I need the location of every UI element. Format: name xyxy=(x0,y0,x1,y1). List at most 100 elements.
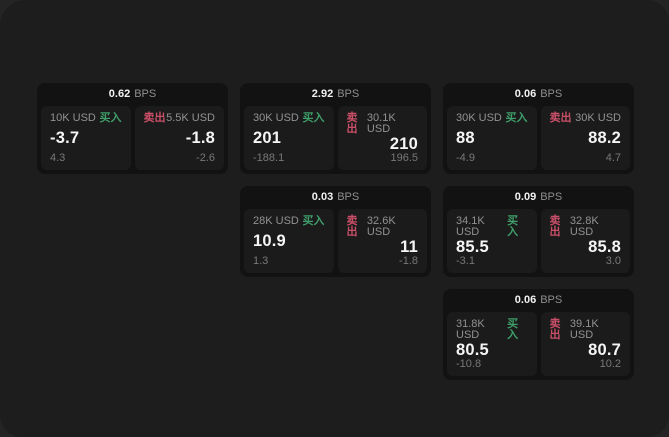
sell-panel-top: 卖出 30.1K USD xyxy=(347,113,419,135)
sell-sub-value: -2.6 xyxy=(196,152,215,164)
buy-panel[interactable]: 31.8K USD 买入 80.5 -10.8 xyxy=(447,312,537,376)
sell-panel[interactable]: 卖出 30K USD 88.2 4.7 xyxy=(540,106,630,170)
sell-size-label: 32.8K USD xyxy=(569,215,599,238)
buy-sub-value: -10.8 xyxy=(456,358,482,370)
bps-value: 0.03 xyxy=(311,191,334,203)
sell-side-label: 卖出 xyxy=(549,318,561,341)
quote-tile-body: 30K USD 买入 88 -4.9 卖出 30K USD 88.2 4.7 xyxy=(443,106,634,174)
buy-sub-value: -4.9 xyxy=(456,152,475,164)
buy-price-value: 85.5 xyxy=(456,237,489,256)
sell-size-label: 30K USD xyxy=(575,112,621,124)
quote-tile-3: 0.06 BPS 30K USD 买入 88 -4.9 卖出 30K USD 8… xyxy=(443,83,634,174)
buy-panel[interactable]: 28K USD 买入 10.9 1.3 xyxy=(244,209,334,273)
bps-value: 0.06 xyxy=(514,88,537,100)
buy-side-label: 买入 xyxy=(505,112,528,124)
bps-header: 2.92 BPS xyxy=(240,83,431,106)
buy-panel-top: 30K USD 买入 xyxy=(456,113,528,124)
sell-side-label: 卖出 xyxy=(549,215,561,238)
sell-sub-value: 4.7 xyxy=(605,152,621,164)
buy-side-label: 买入 xyxy=(302,112,325,124)
buy-sub-value: 1.3 xyxy=(253,255,269,267)
sell-panel-top: 卖出 5.5K USD xyxy=(144,113,216,124)
bps-unit-label: BPS xyxy=(540,88,563,100)
buy-panel-top: 30K USD 买入 xyxy=(253,113,325,124)
bps-unit-label: BPS xyxy=(337,191,360,203)
quote-tile-body: 28K USD 买入 10.9 1.3 卖出 32.6K USD 11 -1.8 xyxy=(240,209,431,277)
buy-price-value: 80.5 xyxy=(456,340,489,359)
buy-price-value: -3.7 xyxy=(50,129,80,148)
sell-side-label: 卖出 xyxy=(549,112,572,124)
bps-value: 0.62 xyxy=(108,88,131,100)
buy-panel-top: 34.1K USD 买入 xyxy=(456,216,528,238)
sell-price-value: 80.7 xyxy=(588,340,621,359)
sell-sub-value: 196.5 xyxy=(390,152,418,164)
quote-tile-2: 2.92 BPS 30K USD 买入 201 -188.1 卖出 30.1K … xyxy=(240,83,431,174)
bps-header: 0.06 BPS xyxy=(443,289,634,312)
buy-side-label: 买入 xyxy=(99,112,122,124)
buy-panel[interactable]: 34.1K USD 买入 85.5 -3.1 xyxy=(447,209,537,273)
sell-sub-value: -1.8 xyxy=(399,255,418,267)
buy-price-value: 10.9 xyxy=(253,232,286,251)
quote-tile-4: 0.03 BPS 28K USD 买入 10.9 1.3 卖出 32.6K US… xyxy=(240,186,431,277)
bps-header: 0.62 BPS xyxy=(37,83,228,106)
buy-size-label: 28K USD xyxy=(253,215,299,227)
buy-sub-value: 4.3 xyxy=(50,152,66,164)
buy-side-label: 买入 xyxy=(302,215,325,227)
buy-panel[interactable]: 10K USD 买入 -3.7 4.3 xyxy=(41,106,131,170)
sell-sub-value: 10.2 xyxy=(599,358,621,370)
sell-size-label: 30.1K USD xyxy=(366,112,396,135)
bps-unit-label: BPS xyxy=(540,191,563,203)
sell-size-label: 32.6K USD xyxy=(366,215,396,238)
sell-panel[interactable]: 卖出 39.1K USD 80.7 10.2 xyxy=(540,312,630,376)
quote-tile-5: 0.09 BPS 34.1K USD 买入 85.5 -3.1 卖出 32.8K… xyxy=(443,186,634,277)
sell-size-label: 5.5K USD xyxy=(166,112,215,124)
quote-tile-body: 30K USD 买入 201 -188.1 卖出 30.1K USD 210 1… xyxy=(240,106,431,174)
quote-tile-1: 0.62 BPS 10K USD 买入 -3.7 4.3 卖出 5.5K USD… xyxy=(37,83,228,174)
quote-tile-6: 0.06 BPS 31.8K USD 买入 80.5 -10.8 卖出 39.1… xyxy=(443,289,634,380)
sell-price-value: 85.8 xyxy=(588,237,621,256)
sell-price-value: 210 xyxy=(389,134,418,153)
buy-panel-top: 10K USD 买入 xyxy=(50,113,122,124)
buy-size-label: 30K USD xyxy=(456,112,502,124)
sell-panel[interactable]: 卖出 5.5K USD -1.8 -2.6 xyxy=(134,106,224,170)
sell-size-label: 39.1K USD xyxy=(569,318,599,341)
bps-value: 0.09 xyxy=(514,191,537,203)
sell-price-value: 11 xyxy=(400,237,418,256)
buy-size-label: 30K USD xyxy=(253,112,299,124)
sell-panel-top: 卖出 32.8K USD xyxy=(550,216,622,238)
bps-header: 0.06 BPS xyxy=(443,83,634,106)
sell-price-value: -1.8 xyxy=(185,129,215,148)
buy-panel[interactable]: 30K USD 买入 201 -188.1 xyxy=(244,106,334,170)
bps-unit-label: BPS xyxy=(337,88,360,100)
sell-panel-top: 卖出 39.1K USD xyxy=(550,319,622,341)
sell-panel-top: 卖出 30K USD xyxy=(550,113,622,124)
buy-size-label: 34.1K USD xyxy=(456,215,485,238)
sell-side-label: 卖出 xyxy=(143,112,166,124)
buy-side-label: 买入 xyxy=(507,318,519,341)
bps-header: 0.03 BPS xyxy=(240,186,431,209)
buy-size-label: 10K USD xyxy=(50,112,96,124)
buy-panel[interactable]: 30K USD 买入 88 -4.9 xyxy=(447,106,537,170)
buy-sub-value: -188.1 xyxy=(253,152,285,164)
buy-panel-top: 28K USD 买入 xyxy=(253,216,325,227)
quote-tile-body: 31.8K USD 买入 80.5 -10.8 卖出 39.1K USD 80.… xyxy=(443,312,634,380)
bps-value: 0.06 xyxy=(514,294,537,306)
bps-value: 2.92 xyxy=(311,88,334,100)
bps-unit-label: BPS xyxy=(134,88,157,100)
sell-panel[interactable]: 卖出 32.6K USD 11 -1.8 xyxy=(337,209,427,273)
sell-panel[interactable]: 卖出 32.8K USD 85.8 3.0 xyxy=(540,209,630,273)
sell-sub-value: 3.0 xyxy=(605,255,621,267)
sell-side-label: 卖出 xyxy=(346,112,358,135)
bps-header: 0.09 BPS xyxy=(443,186,634,209)
buy-size-label: 31.8K USD xyxy=(456,318,485,341)
quote-tile-grid: 0.62 BPS 10K USD 买入 -3.7 4.3 卖出 5.5K USD… xyxy=(37,83,634,380)
sell-panel-top: 卖出 32.6K USD xyxy=(347,216,419,238)
buy-panel-top: 31.8K USD 买入 xyxy=(456,319,528,341)
bps-unit-label: BPS xyxy=(540,294,563,306)
buy-side-label: 买入 xyxy=(507,215,519,238)
quote-tile-body: 34.1K USD 买入 85.5 -3.1 卖出 32.8K USD 85.8… xyxy=(443,209,634,277)
quote-tile-body: 10K USD 买入 -3.7 4.3 卖出 5.5K USD -1.8 -2.… xyxy=(37,106,228,174)
sell-panel[interactable]: 卖出 30.1K USD 210 196.5 xyxy=(337,106,427,170)
buy-sub-value: -3.1 xyxy=(456,255,475,267)
